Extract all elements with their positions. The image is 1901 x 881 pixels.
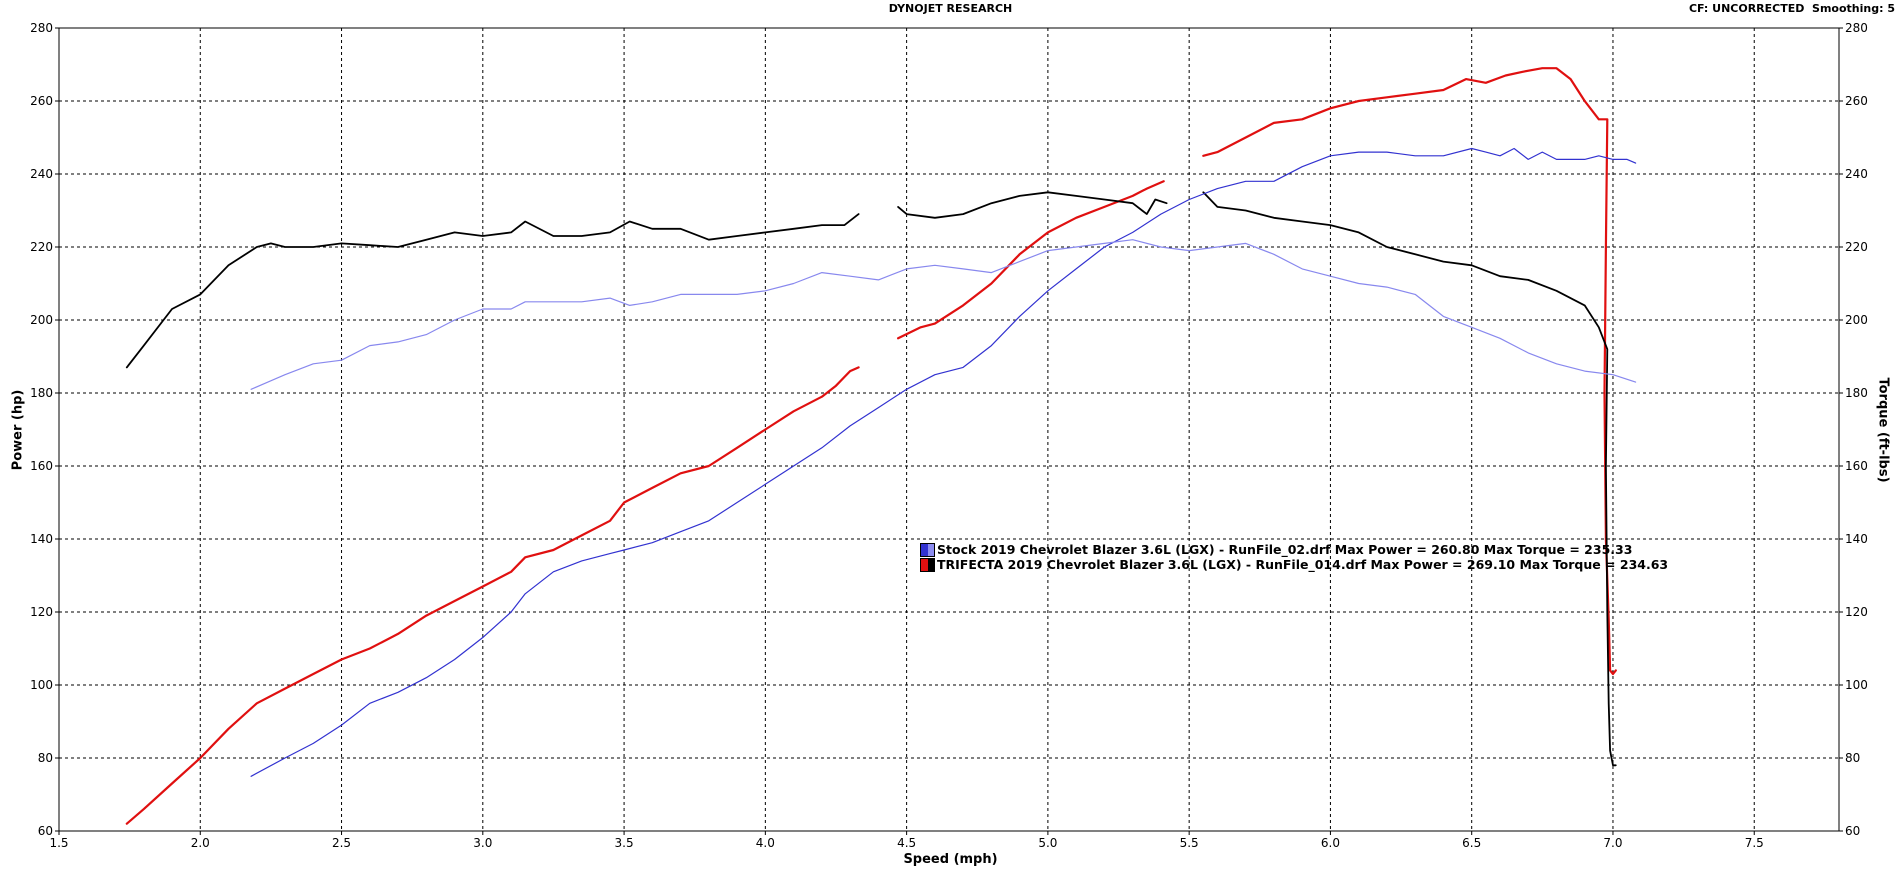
y-tick-label-right: 120	[1845, 605, 1868, 619]
x-tick-label: 6.5	[1462, 836, 1481, 850]
series-line-0	[897, 180, 1165, 340]
x-tick-label: 2.5	[332, 836, 351, 850]
y-tick-label: 260	[30, 94, 53, 108]
series-line-1	[897, 191, 1168, 219]
legend: Stock 2019 Chevrolet Blazer 3.6L (LGX) -…	[920, 542, 1668, 572]
y-tick-label-right: 160	[1845, 459, 1868, 473]
grid	[55, 27, 1843, 835]
y-tick-label-right: 100	[1845, 678, 1868, 692]
legend-entry-trifecta: TRIFECTA 2019 Chevrolet Blazer 3.6L (LGX…	[920, 557, 1668, 572]
x-tick-label: 5.5	[1180, 836, 1199, 850]
y-tick-label: 140	[30, 532, 53, 546]
y-tick-label-right: 280	[1845, 21, 1868, 35]
legend-text-stock: Stock 2019 Chevrolet Blazer 3.6L (LGX) -…	[937, 542, 1633, 557]
y-tick-label-right: 220	[1845, 240, 1868, 254]
y-tick-label: 220	[30, 240, 53, 254]
x-tick-label: 1.5	[49, 836, 68, 850]
x-tick-label: 7.5	[1745, 836, 1764, 850]
x-axis-label: Speed (mph)	[903, 852, 998, 867]
y-tick-label: 280	[30, 21, 53, 35]
y-tick-label: 120	[30, 605, 53, 619]
legend-swatch-trifecta	[920, 557, 935, 572]
x-tick-labels: 1.5 2.0 2.5 3.0 3.5 4.0 4.5 5.0 5.5 6.0 6.5 7.0 7.5	[49, 836, 1763, 850]
y-tick-label-right: 80	[1845, 751, 1860, 765]
legend-entry-stock: Stock 2019 Chevrolet Blazer 3.6L (LGX) -…	[920, 542, 1668, 557]
series-line-1	[125, 213, 860, 369]
y-tick-label-right: 60	[1845, 824, 1860, 838]
x-tick-label: 3.5	[615, 836, 634, 850]
y-axis-label-right: Torque (ft-lbs)	[1875, 377, 1891, 483]
x-tick-label: 7.0	[1603, 836, 1622, 850]
y-tick-label-right: 260	[1845, 94, 1868, 108]
y-tick-label: 160	[30, 459, 53, 473]
series-lines	[125, 67, 1637, 825]
legend-swatch-stock	[920, 542, 935, 557]
y-tick-label-right: 140	[1845, 532, 1868, 546]
y-tick-label: 60	[38, 824, 53, 838]
y-tick-label-right: 240	[1845, 167, 1868, 181]
y-tick-labels: 60 60 80 80 100 100 120 120 140 140 160 160 180 180 20…	[30, 21, 1868, 838]
x-tick-label: 6.0	[1321, 836, 1340, 850]
series-line-2	[250, 147, 1637, 777]
series-line-0	[1202, 67, 1617, 676]
x-tick-label: 4.5	[897, 836, 916, 850]
y-tick-label-right: 180	[1845, 386, 1868, 400]
y-tick-label: 100	[30, 678, 53, 692]
y-axis-label-left: Power (hp)	[10, 389, 26, 471]
x-tick-label: 3.0	[473, 836, 492, 850]
y-tick-label-right: 200	[1845, 313, 1868, 327]
legend-text-trifecta: TRIFECTA 2019 Chevrolet Blazer 3.6L (LGX…	[937, 557, 1669, 572]
series-line-3	[250, 239, 1637, 390]
correction-info: CF: UNCORRECTED Smoothing: 5	[1688, 2, 1895, 15]
x-tick-label: 4.0	[756, 836, 775, 850]
series-line-1	[1202, 191, 1617, 767]
x-tick-label: 5.0	[1038, 836, 1057, 850]
y-tick-label: 180	[30, 386, 53, 400]
y-tick-label: 200	[30, 313, 53, 327]
y-tick-label: 240	[30, 167, 53, 181]
series-line-0	[125, 366, 860, 825]
x-tick-label: 2.0	[191, 836, 210, 850]
y-tick-label: 80	[38, 751, 53, 765]
chart-title: DYNOJET RESEARCH	[888, 2, 1013, 15]
plot-frame	[58, 27, 1840, 832]
